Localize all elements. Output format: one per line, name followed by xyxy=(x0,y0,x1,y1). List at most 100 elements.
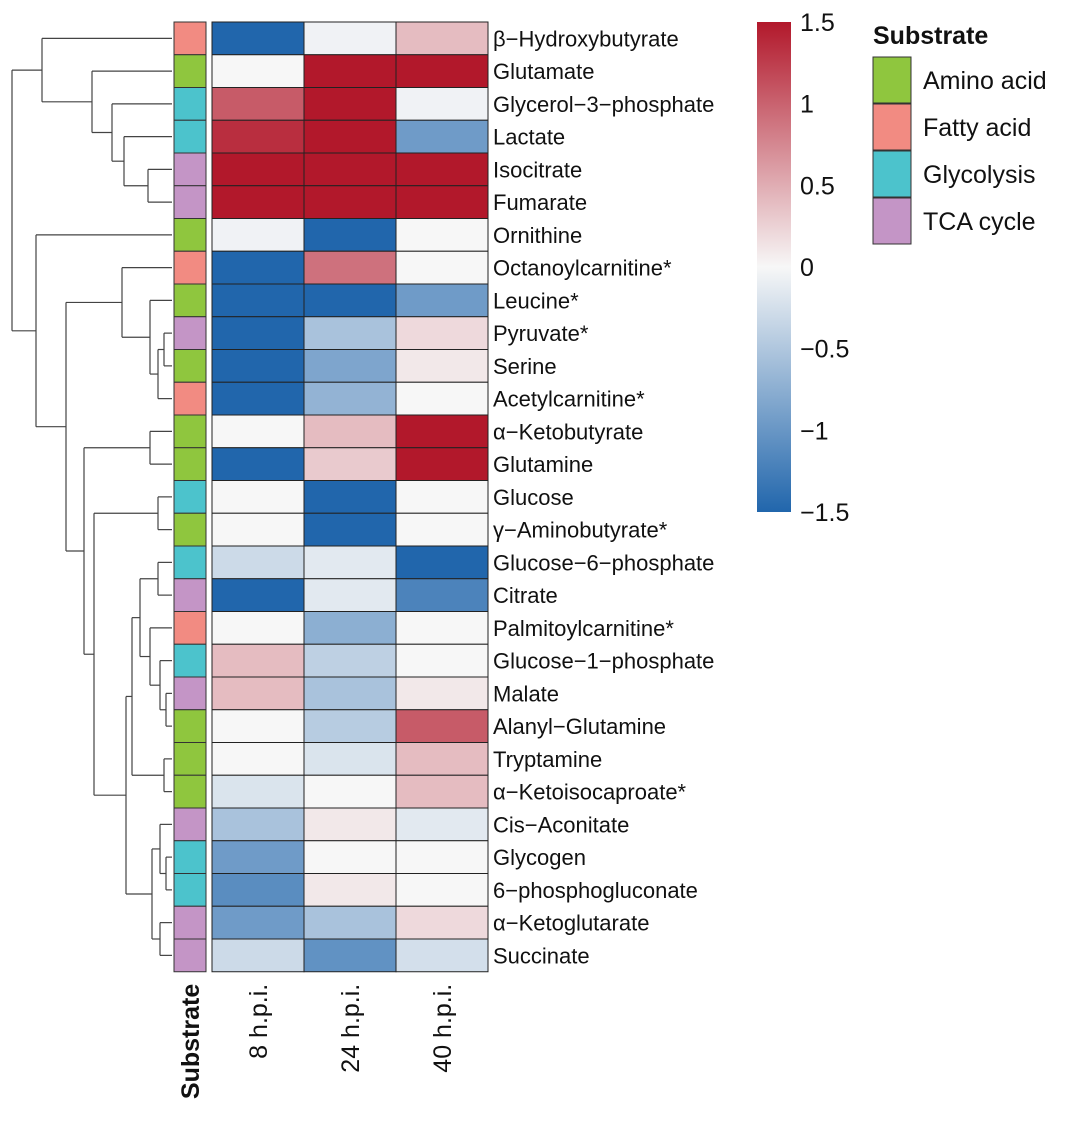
substrate-cell-octanoylcarnitine xyxy=(173,250,207,285)
legend-swatch-glycolysis xyxy=(872,150,912,198)
heatmap-cell xyxy=(395,709,489,743)
heatmap-cell xyxy=(303,316,397,350)
column-labels: Substrate 8 h.p.i. 24 h.p.i. 40 h.p.i. xyxy=(177,984,457,1099)
heatmap-cell xyxy=(395,250,489,285)
heatmap-cell xyxy=(303,905,397,940)
substrate-cell-acetylcarnitine xyxy=(173,381,207,416)
row-label-aminobutyrate: γ−Aminobutyrate* xyxy=(493,518,668,543)
color-scale-tick-label: 1 xyxy=(800,91,814,119)
heatmap-cell xyxy=(303,283,397,318)
row-label-6-phosphogluconate: 6−phosphogluconate xyxy=(493,878,698,903)
color-scale-tick-label: −1.5 xyxy=(800,499,849,527)
heatmap-cell xyxy=(395,807,489,842)
row-label-ornithine: Ornithine xyxy=(493,223,582,248)
legend-label-fatty-acid: Fatty acid xyxy=(923,114,1031,142)
heatmap-cell xyxy=(303,381,397,416)
heatmap-cell xyxy=(211,676,305,711)
heatmap-cell xyxy=(211,349,305,383)
heatmap-cell xyxy=(211,54,305,88)
color-scale-tick-label: 0.5 xyxy=(800,172,835,200)
substrate-cell-alanyl-glutamine xyxy=(173,709,207,743)
row-label-alanyl-glutamine: Alanyl−Glutamine xyxy=(493,714,666,739)
legend-label-tca-cycle: TCA cycle xyxy=(923,208,1036,236)
row-label-tryptamine: Tryptamine xyxy=(493,747,602,772)
heatmap-cell xyxy=(211,840,305,874)
heatmap-cell xyxy=(395,414,489,449)
heatmap-cell xyxy=(211,905,305,940)
substrate-cell-pyruvate xyxy=(173,316,207,350)
substrate-cell-isocitrate xyxy=(173,152,207,187)
substrate-annotation-column xyxy=(173,21,207,973)
heatmap-cell xyxy=(395,218,489,252)
heatmap-cell xyxy=(395,643,489,678)
heatmap-cell xyxy=(395,21,489,56)
row-label-glucose: Glucose xyxy=(493,485,574,510)
substrate-cell-glycogen xyxy=(173,840,207,874)
heatmap-cell xyxy=(303,185,397,219)
heatmap-cell xyxy=(303,54,397,88)
heatmap-cell xyxy=(211,709,305,743)
heatmap-cell xyxy=(211,742,305,776)
heatmap-cell xyxy=(211,480,305,514)
row-label-palmitoylcarnitine: Palmitoylcarnitine* xyxy=(493,616,674,641)
substrate-cell-6-phosphogluconate xyxy=(173,873,207,907)
substrate-cell-ornithine xyxy=(173,218,207,252)
heatmap-cell xyxy=(211,545,305,580)
heatmap-cell xyxy=(211,218,305,252)
heatmap-cells xyxy=(211,21,489,973)
heatmap-cell xyxy=(395,185,489,219)
column-label-8-h-p-i: 8 h.p.i. xyxy=(245,984,273,1059)
row-label-acetylcarnitine: Acetylcarnitine* xyxy=(493,387,645,412)
column-label-40-h-p-i: 40 h.p.i. xyxy=(429,984,457,1073)
heatmap-cell xyxy=(211,381,305,416)
row-label-ketoglutarate: α−Ketoglutarate xyxy=(493,911,649,936)
heatmap-cell xyxy=(211,873,305,907)
heatmap-cell xyxy=(395,54,489,88)
legend-label-glycolysis: Glycolysis xyxy=(923,161,1036,189)
heatmap-cell xyxy=(395,774,489,809)
heatmap-cell xyxy=(395,152,489,187)
heatmap-cell xyxy=(211,447,305,481)
heatmap-cell xyxy=(303,119,397,154)
row-label-hydroxybutyrate: β−Hydroxybutyrate xyxy=(493,26,679,51)
row-label-citrate: Citrate xyxy=(493,583,558,608)
substrate-cell-glutamate xyxy=(173,54,207,88)
legend-title: Substrate xyxy=(873,22,988,50)
heatmap-cell xyxy=(303,480,397,514)
row-label-lactate: Lactate xyxy=(493,125,565,150)
heatmap-cell xyxy=(211,807,305,842)
heatmap-cell xyxy=(395,545,489,580)
row-label-ketobutyrate: α−Ketobutyrate xyxy=(493,419,643,444)
substrate-cell-succinate xyxy=(173,938,207,973)
color-scale-tick-label: 1.5 xyxy=(800,9,835,37)
substrate-cell-tryptamine xyxy=(173,742,207,776)
substrate-cell-glutamine xyxy=(173,447,207,481)
column-label-24-h-p-i: 24 h.p.i. xyxy=(337,984,365,1073)
row-label-glycerol-3-phosphate: Glycerol−3−phosphate xyxy=(493,92,714,117)
row-label-pyruvate: Pyruvate* xyxy=(493,321,589,346)
heatmap-cell xyxy=(303,218,397,252)
heatmap-cell xyxy=(303,676,397,711)
heatmap-cell xyxy=(211,250,305,285)
heatmap-cell xyxy=(211,414,305,449)
heatmap-cell xyxy=(395,283,489,318)
substrate-legend: Substrate Amino acid Fatty acid Glycolysis T… xyxy=(872,22,1047,245)
heatmap-cell xyxy=(303,250,397,285)
substrate-cell-lactate xyxy=(173,119,207,154)
heatmap-cell xyxy=(211,316,305,350)
heatmap-cell xyxy=(395,316,489,350)
legend-swatch-tca-cycle xyxy=(872,197,912,245)
heatmap-cell xyxy=(303,774,397,809)
row-label-octanoylcarnitine: Octanoylcarnitine* xyxy=(493,256,672,281)
substrate-cell-leucine xyxy=(173,283,207,318)
substrate-cell-serine xyxy=(173,349,207,383)
substrate-cell-glucose-1-phosphate xyxy=(173,643,207,678)
heatmap-cell xyxy=(303,87,397,121)
heatmap-cell xyxy=(395,119,489,154)
color-scale-tick-label: −1 xyxy=(800,417,829,445)
substrate-cell-glucose-6-phosphate xyxy=(173,545,207,580)
heatmap-cell xyxy=(303,21,397,56)
row-label-glucose-6-phosphate: Glucose−6−phosphate xyxy=(493,550,714,575)
heatmap-cell xyxy=(211,119,305,154)
